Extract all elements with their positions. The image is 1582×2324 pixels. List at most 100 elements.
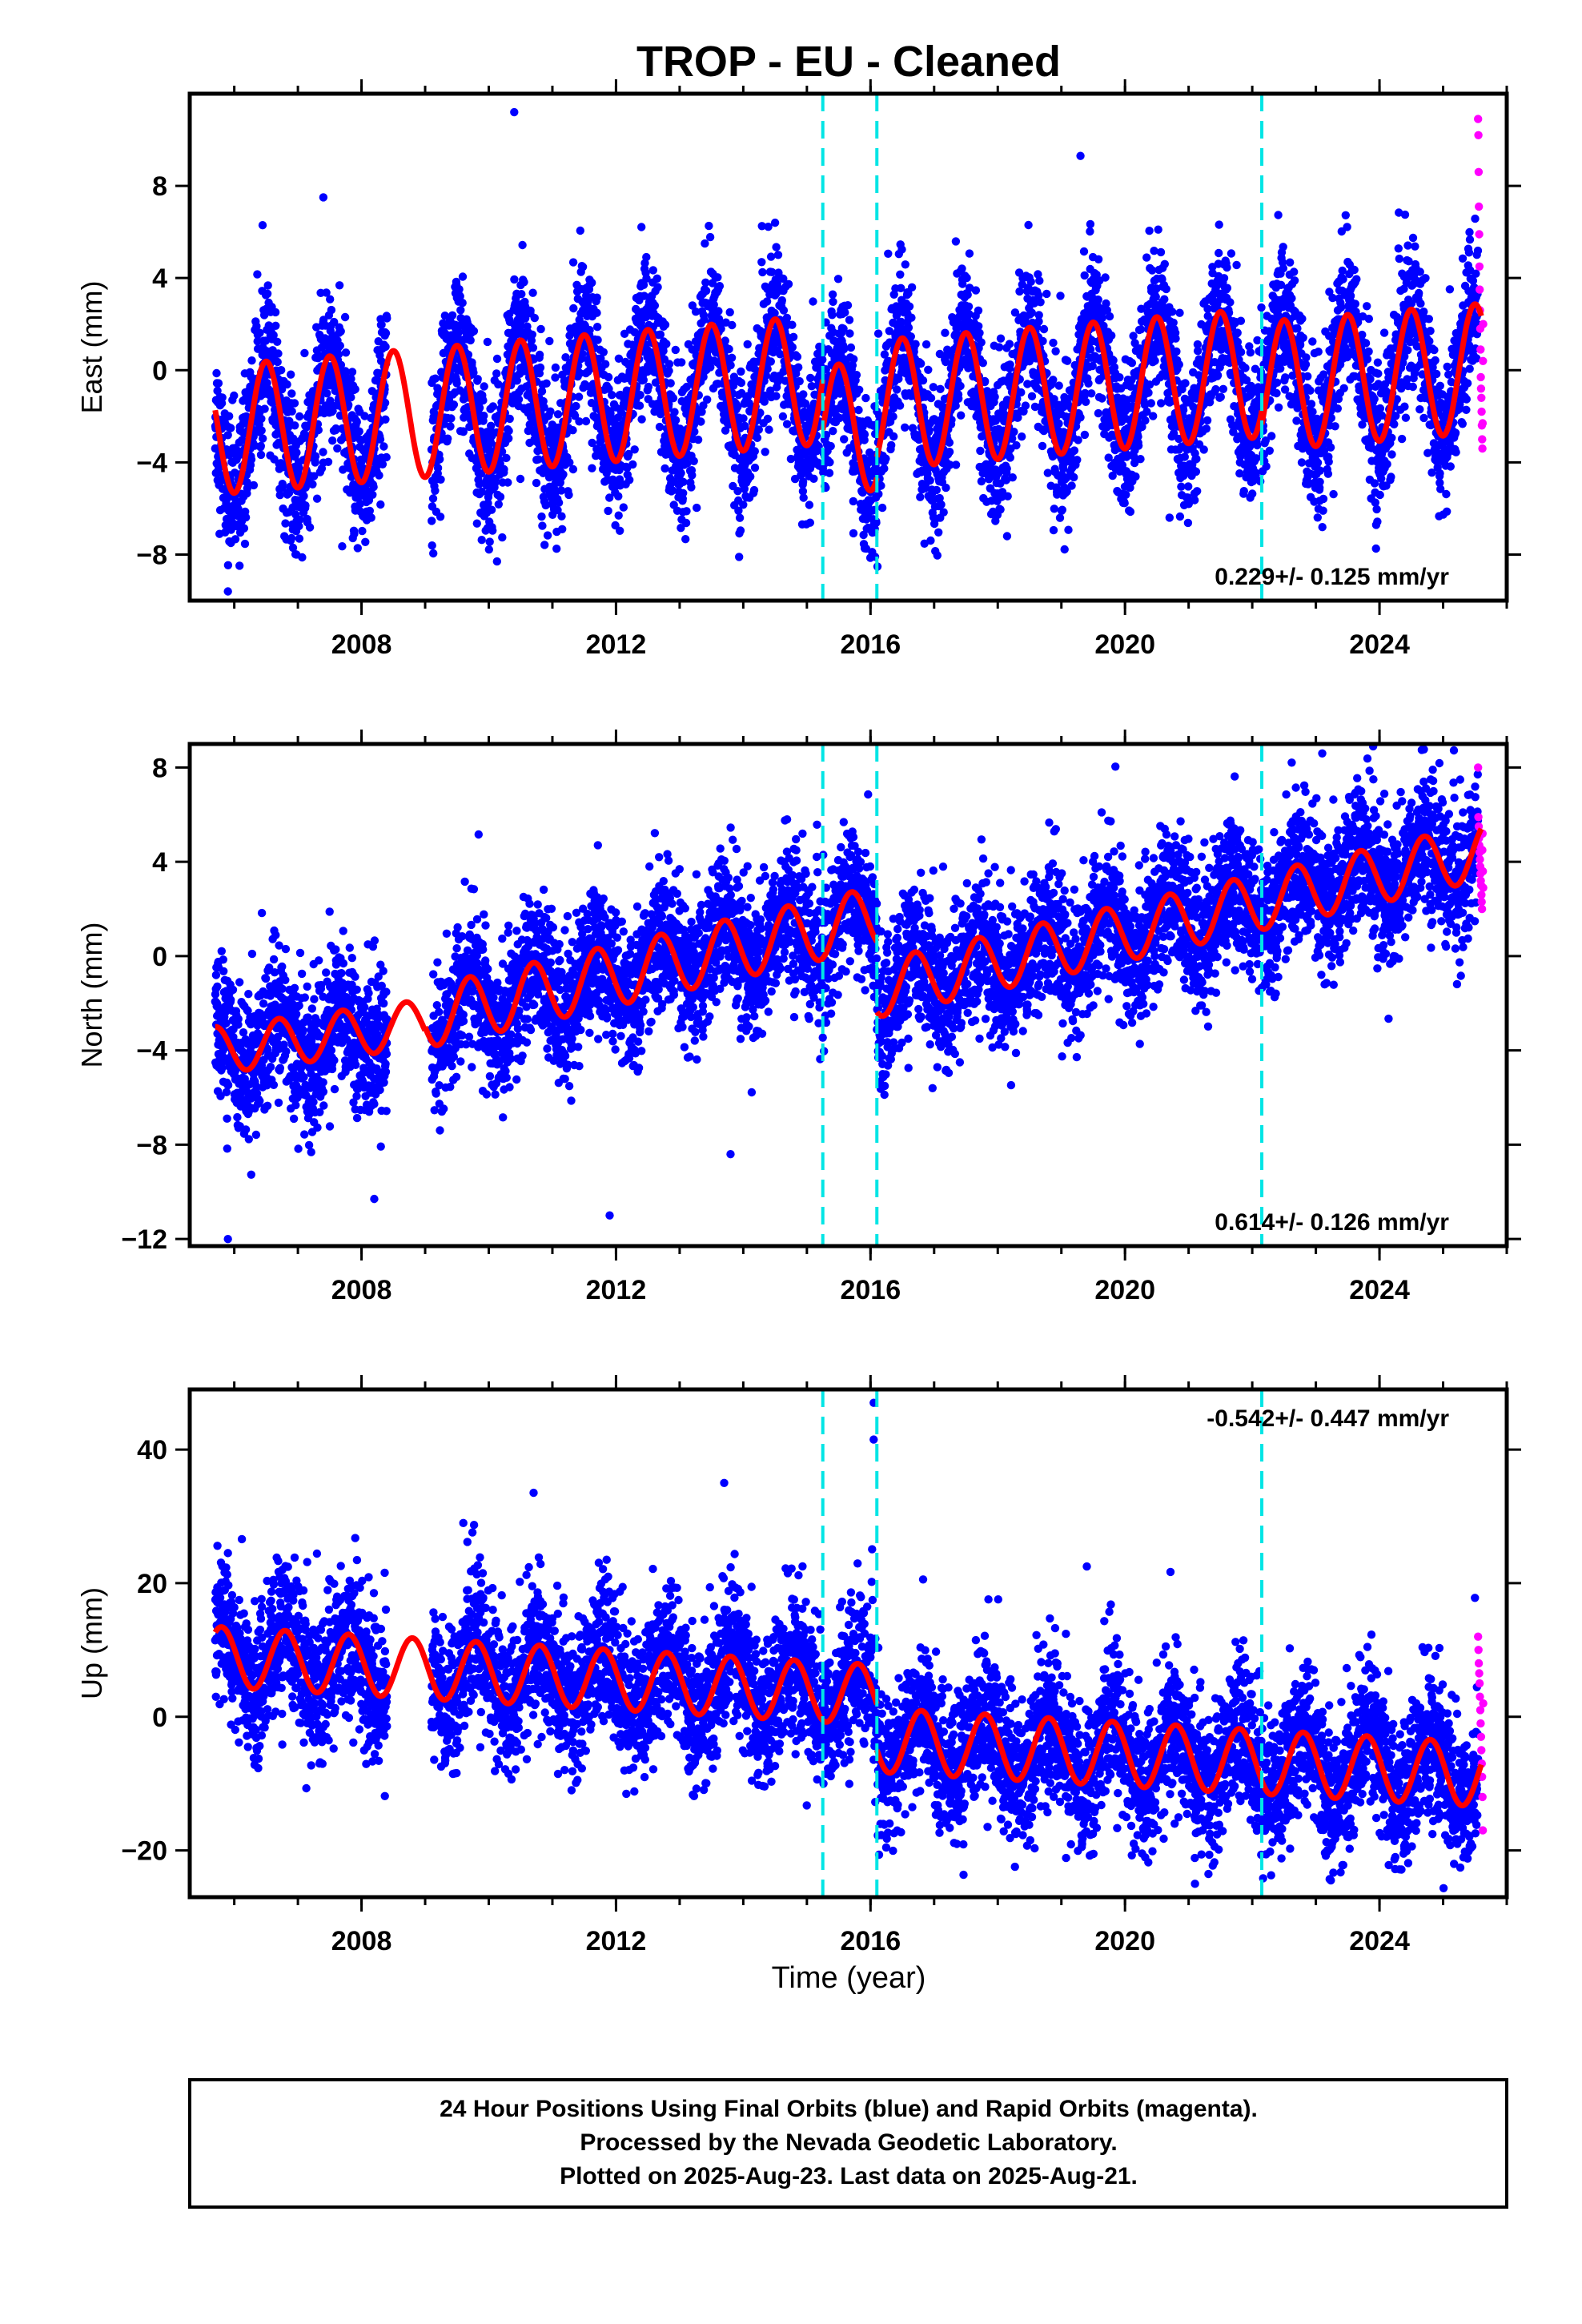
data-point: [907, 313, 916, 322]
data-point: [1043, 468, 1053, 477]
data-point: [994, 343, 1004, 352]
data-point: [330, 317, 339, 327]
data-point: [936, 384, 945, 393]
data-point: [777, 296, 786, 305]
data-point: [536, 363, 545, 372]
data-point: [375, 471, 383, 480]
data-point: [475, 480, 484, 489]
data-point: [772, 243, 781, 251]
data-point: [799, 390, 808, 399]
data-point: [518, 240, 527, 250]
data-point: [428, 494, 438, 503]
data-point: [261, 336, 271, 345]
data-point: [1136, 325, 1146, 334]
data-point: [1018, 432, 1026, 441]
data-point: [505, 414, 514, 424]
data-point: [537, 387, 547, 396]
data-point: [739, 501, 748, 509]
data-point: [880, 464, 889, 473]
data-point: [275, 491, 284, 500]
data-point: [905, 302, 914, 311]
data-point: [428, 517, 436, 525]
data-point: [784, 279, 793, 288]
data-point: [558, 525, 567, 533]
data-point: [687, 483, 696, 492]
data-point: [528, 344, 538, 352]
data-point: [661, 464, 669, 473]
data-point: [263, 289, 272, 298]
data-point: [528, 330, 536, 339]
data-point: [327, 305, 336, 315]
data-point: [299, 492, 308, 501]
data-point: [588, 464, 596, 472]
data-point: [977, 338, 986, 347]
data-point: [281, 519, 290, 528]
data-point: [287, 370, 295, 379]
data-point: [333, 444, 342, 453]
data-point: [212, 368, 221, 378]
data-point: [492, 369, 501, 378]
data-point: [829, 427, 837, 436]
data-point: [677, 468, 685, 477]
data-point: [258, 221, 267, 230]
data-point: [308, 480, 317, 489]
figure-title: TROP - EU - Cleaned: [636, 38, 1061, 86]
data-point: [449, 400, 459, 409]
data-point: [446, 422, 455, 431]
data-point: [884, 249, 893, 258]
data-point: [541, 501, 550, 510]
data-point: [510, 275, 519, 284]
data-point: [766, 357, 775, 366]
data-point: [637, 415, 646, 424]
data-point: [750, 447, 759, 456]
data-point: [1157, 399, 1166, 408]
data-point: [855, 385, 864, 394]
data-point: [260, 404, 269, 413]
data-point: [448, 311, 457, 320]
data-point: [572, 401, 580, 411]
data-point: [887, 440, 896, 450]
data-point: [849, 355, 858, 364]
data-point: [472, 519, 481, 528]
data-point: [1038, 441, 1047, 451]
data-point: [380, 398, 390, 408]
data-point: [679, 489, 688, 497]
data-point: [725, 344, 733, 354]
data-point: [540, 403, 548, 412]
data-point: [670, 408, 679, 416]
data-point: [564, 490, 573, 500]
data-point: [538, 521, 547, 530]
data-point: [247, 356, 256, 365]
data-point: [1160, 295, 1169, 304]
data-point: [828, 311, 837, 320]
data-point: [291, 421, 299, 430]
data-point: [809, 297, 817, 306]
data-point: [512, 376, 521, 385]
data-point: [347, 393, 355, 402]
data-point: [565, 458, 574, 467]
data-point: [596, 354, 605, 363]
data-point: [1175, 308, 1184, 317]
data-point: [932, 485, 942, 495]
data-point: [593, 336, 602, 344]
data-point: [1167, 308, 1177, 316]
data-point: [957, 411, 966, 420]
data-point: [536, 324, 545, 334]
data-point: [653, 283, 662, 292]
data-point: [1094, 296, 1102, 304]
data-point: [666, 379, 675, 388]
data-point: [578, 263, 588, 271]
data-point: [799, 493, 808, 502]
data-point: [436, 475, 445, 484]
data-point: [287, 533, 296, 543]
data-point: [772, 392, 781, 400]
data-point: [323, 389, 331, 398]
data-point: [921, 340, 931, 349]
data-point: [305, 523, 315, 532]
data-point: [779, 306, 789, 315]
data-point: [1008, 473, 1018, 482]
data-point: [592, 308, 601, 317]
data-point: [559, 470, 568, 479]
data-point: [1024, 220, 1033, 230]
